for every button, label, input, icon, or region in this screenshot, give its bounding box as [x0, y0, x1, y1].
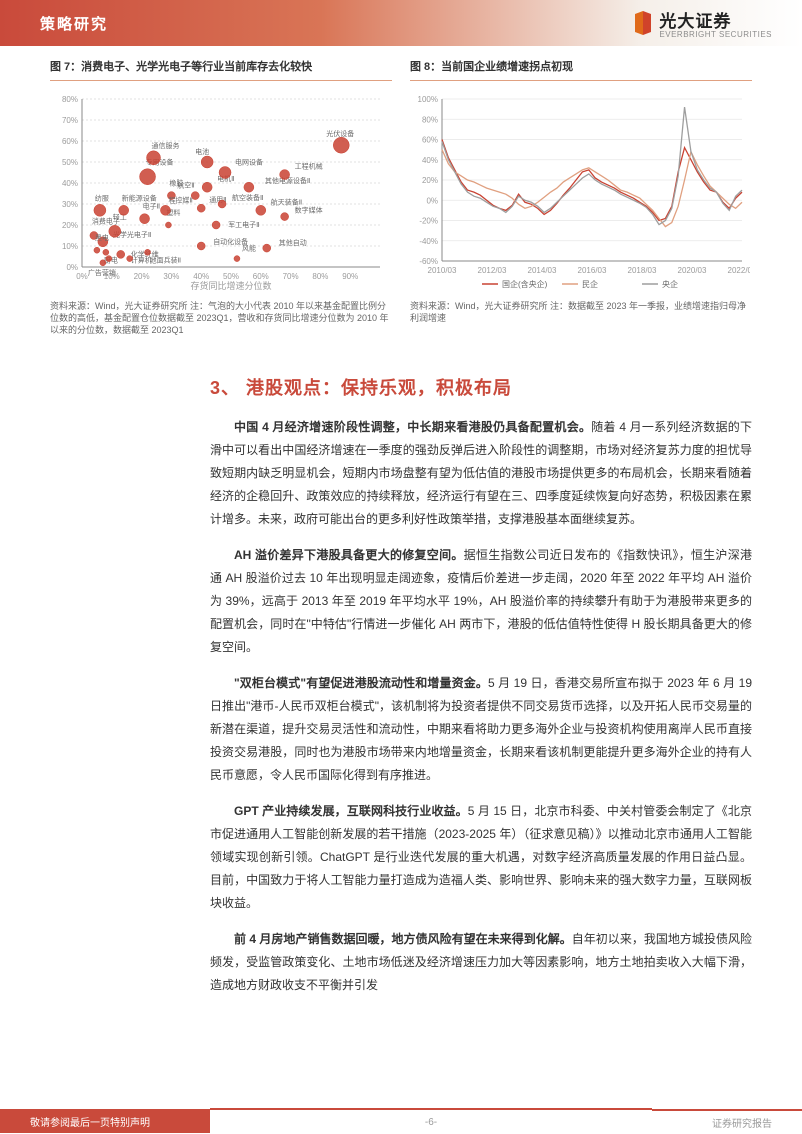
svg-text:广告营销: 广告营销 [88, 268, 116, 277]
svg-text:航天装备Ⅱ: 航天装备Ⅱ [271, 197, 302, 206]
footer-page-number: -6- [210, 1108, 652, 1134]
svg-text:2010/03: 2010/03 [428, 266, 457, 275]
figure-7-title: 图 7：消费电子、光学光电子等行业当前库存去化较快 [50, 58, 392, 74]
brand-name-en: EVERBRIGHT SECURITIES [659, 30, 772, 39]
svg-text:程控媒Ⅱ: 程控媒Ⅱ [168, 195, 192, 204]
svg-text:10%: 10% [62, 242, 78, 251]
svg-text:航空Ⅱ: 航空Ⅱ [177, 181, 194, 190]
svg-text:其他自动: 其他自动 [279, 238, 307, 247]
brand-logo-icon [633, 10, 653, 36]
footer-disclaimer: 敬请参阅最后一页特别声明 [0, 1109, 210, 1133]
figure-8: 图 8：当前国企业绩增速拐点初现 -60% -40% -20% 0% 20% 40% 60%… [410, 58, 752, 336]
svg-text:60%: 60% [62, 137, 78, 146]
svg-text:20%: 20% [134, 272, 150, 281]
svg-text:20%: 20% [62, 221, 78, 230]
figure-8-chart: -60% -40% -20% 0% 20% 40% 60% 80% 100% 2010/03 201… [410, 91, 750, 291]
svg-text:数字媒体: 数字媒体 [295, 206, 323, 215]
body-content: 3、 港股观点：保持乐观，积极布局 中国 4 月经济增速阶段性调整，中长期来看港… [0, 336, 802, 996]
svg-text:通信服务: 通信服务 [152, 141, 180, 150]
svg-text:2018/03: 2018/03 [628, 266, 657, 275]
header-title: 策略研究 [40, 13, 108, 34]
paragraph: "双柜台模式"有望促进港股流动性和增量资金。5 月 19 日，香港交易所宣布拟于… [210, 672, 752, 786]
page-header: 策略研究 光大证券 EVERBRIGHT SECURITIES [0, 0, 802, 46]
brand-name: 光大证券 [659, 7, 772, 32]
svg-text:50%: 50% [223, 272, 239, 281]
svg-text:70%: 70% [62, 116, 78, 125]
figure-7-note: 资料来源：Wind，光大证券研究所 注：气泡的大小代表 2010 年以来基金配置… [50, 300, 392, 336]
svg-text:0%: 0% [66, 263, 78, 272]
svg-text:民企: 民企 [582, 279, 598, 289]
svg-text:60%: 60% [422, 136, 438, 145]
svg-text:央企: 央企 [662, 279, 678, 289]
svg-text:90%: 90% [342, 272, 358, 281]
svg-text:军工电子Ⅱ: 军工电子Ⅱ [228, 220, 259, 229]
svg-text:50%: 50% [62, 158, 78, 167]
svg-text:航空装备Ⅱ: 航空装备Ⅱ [232, 193, 263, 202]
svg-text:工程机械: 工程机械 [295, 162, 323, 171]
paragraph: AH 溢价差异下港股具备更大的修复空间。据恒生指数公司近日发布的《指数快讯》，恒… [210, 544, 752, 658]
svg-text:40%: 40% [193, 272, 209, 281]
svg-text:电网设备: 电网设备 [235, 158, 263, 167]
svg-text:20%: 20% [422, 176, 438, 185]
svg-text:40%: 40% [422, 156, 438, 165]
svg-text:黑电: 黑电 [95, 233, 109, 242]
footer-report-type: 证券研究报告 [652, 1109, 802, 1133]
figure-8-note: 资料来源：Wind，光大证券研究所 注：数据截至 2023 年一季报，业绩增速指… [410, 300, 752, 324]
svg-text:0%: 0% [76, 272, 88, 281]
svg-text:新能源设备: 新能源设备 [122, 193, 157, 202]
svg-text:40%: 40% [62, 179, 78, 188]
svg-text:-40%: -40% [419, 237, 438, 246]
svg-text:-60%: -60% [419, 257, 438, 266]
svg-text:电子Ⅱ: 电子Ⅱ [143, 202, 160, 211]
svg-text:30%: 30% [62, 200, 78, 209]
svg-text:80%: 80% [422, 115, 438, 124]
section-title: 3、 港股观点：保持乐观，积极布局 [210, 374, 752, 400]
figure-7-chart: 0%10%20%30%40%50%60%70%80%0%10%20%30%40%… [50, 91, 390, 291]
svg-text:70%: 70% [283, 272, 299, 281]
svg-text:-20%: -20% [419, 217, 438, 226]
svg-text:国企(含央企): 国企(含央企) [502, 279, 548, 289]
svg-text:2022/03: 2022/03 [728, 266, 750, 275]
svg-text:地面兵装Ⅱ: 地面兵装Ⅱ [150, 256, 181, 265]
figure-7: 图 7：消费电子、光学光电子等行业当前库存去化较快 0% 10% 20% 30% 40%… [50, 58, 392, 336]
paragraph: GPT 产业持续发展，互联网科技行业收益。5 月 15 日，北京市科委、中关村管… [210, 800, 752, 914]
svg-text:存货同比增速分位数: 存货同比增速分位数 [190, 280, 271, 291]
svg-text:风能: 风能 [242, 244, 256, 253]
svg-text:2020/03: 2020/03 [678, 266, 707, 275]
svg-text:电池: 电池 [195, 147, 209, 156]
svg-text:光伏设备: 光伏设备 [326, 129, 354, 138]
svg-text:80%: 80% [312, 272, 328, 281]
paragraph: 中国 4 月经济增速阶段性调整，中长期来看港股仍具备配置机会。随着 4 月一系列… [210, 416, 752, 530]
brand-block: 光大证券 EVERBRIGHT SECURITIES [633, 7, 772, 39]
svg-text:2016/03: 2016/03 [578, 266, 607, 275]
svg-text:2012/03: 2012/03 [478, 266, 507, 275]
page-footer: 敬请参阅最后一页特别声明 -6- 证券研究报告 [0, 1109, 802, 1133]
svg-text:纺服: 纺服 [95, 193, 109, 202]
svg-text:30%: 30% [163, 272, 179, 281]
svg-text:2014/03: 2014/03 [528, 266, 557, 275]
svg-text:100%: 100% [418, 95, 438, 104]
svg-text:60%: 60% [253, 272, 269, 281]
svg-text:计算机: 计算机 [131, 255, 152, 264]
figure-8-title: 图 8：当前国企业绩增速拐点初现 [410, 58, 752, 74]
svg-text:80%: 80% [62, 95, 78, 104]
svg-text:0%: 0% [426, 196, 438, 205]
paragraph: 前 4 月房地产销售数据回暖，地方债风险有望在未来得到化解。自年初以来，我国地方… [210, 928, 752, 996]
